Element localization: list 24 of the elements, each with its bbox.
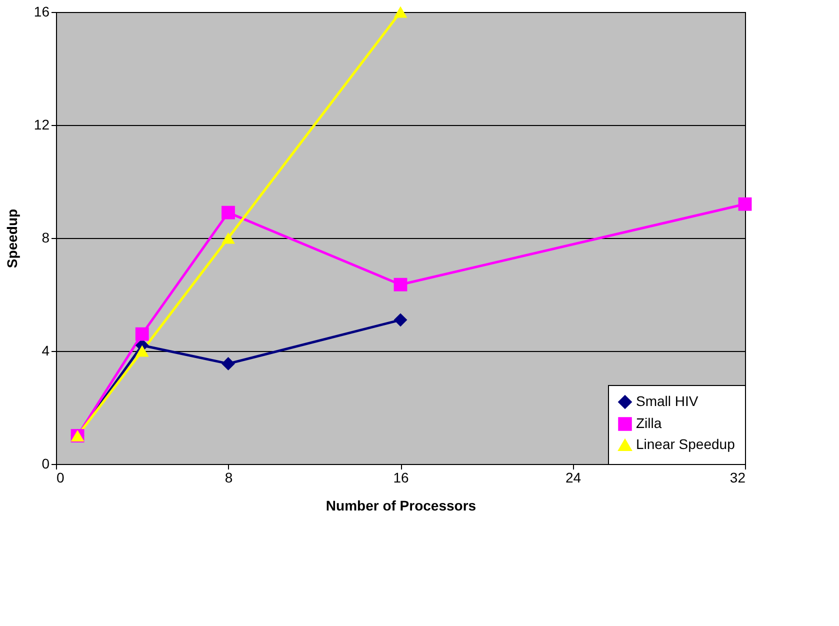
point <box>222 206 235 220</box>
legend-label: Linear Speedup <box>636 436 736 452</box>
point <box>738 197 752 211</box>
x-axis-title: Number of Processors <box>326 498 476 514</box>
point <box>135 345 149 357</box>
y-tick-label: 0 <box>42 456 50 472</box>
x-tick-label: 32 <box>730 470 746 486</box>
x-tick-label: 24 <box>565 470 582 486</box>
y-tick-label: 12 <box>34 116 50 132</box>
point <box>394 313 408 327</box>
point <box>394 278 408 292</box>
point <box>222 232 235 244</box>
y-tick-label: 16 <box>34 4 50 20</box>
point <box>222 357 235 370</box>
x-tick-label: 16 <box>393 470 409 486</box>
y-tick-label: 4 <box>42 342 50 358</box>
point <box>394 6 408 18</box>
legend-label: Small HIV <box>636 393 699 409</box>
y-tick-label: 8 <box>42 230 50 246</box>
y-axis-title: Speedup <box>4 208 20 268</box>
x-tick-label: 0 <box>56 470 64 486</box>
x-tick-label: 8 <box>224 470 233 486</box>
point <box>135 327 149 341</box>
legend-label: Zilla <box>636 415 662 431</box>
